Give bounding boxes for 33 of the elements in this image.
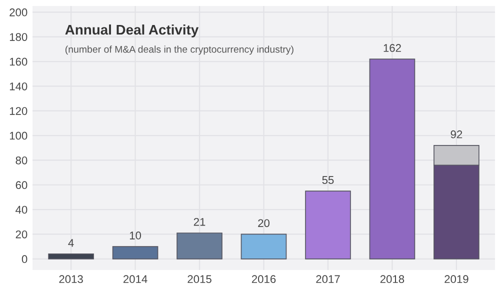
y-tick-label: 160 <box>10 58 28 66</box>
y-tick-label: 180 <box>10 33 28 41</box>
total-label: 92 <box>450 130 462 138</box>
total-label: 20 <box>258 219 270 228</box>
total-label: 55 <box>322 176 334 184</box>
y-tick-label: 60 <box>16 181 28 190</box>
x-tick-label: 2017 <box>316 275 340 284</box>
y-tick-label: 80 <box>16 156 28 164</box>
total-label: 10 <box>130 232 142 240</box>
x-tick-label: 2019 <box>444 275 468 284</box>
bar <box>48 254 94 260</box>
y-tick-label: 140 <box>10 82 28 90</box>
y-tick-label: 20 <box>16 230 28 238</box>
y-tick-label: 0 <box>22 255 28 264</box>
x-tick-label: 2018 <box>380 275 404 284</box>
y-tick-label: 200 <box>10 8 28 16</box>
y-tick-label: 100 <box>10 132 28 140</box>
total-label: 4 <box>68 239 74 247</box>
bar <box>176 232 222 260</box>
x-tick-label: 2014 <box>123 275 148 284</box>
text: (number of M&A deals in the cryptocurrency industry) <box>65 46 294 55</box>
total-label: 162 <box>384 44 401 52</box>
bar <box>369 58 416 260</box>
y-tick-label: 40 <box>16 206 28 214</box>
text: Annual Deal Activity <box>65 24 199 38</box>
x-tick-label: 2013 <box>59 275 83 284</box>
x-tick-label: 2015 <box>188 275 212 284</box>
x-tick-label: 2016 <box>252 275 276 284</box>
y-tick-label: 120 <box>10 107 28 115</box>
bar <box>305 190 351 260</box>
bar <box>112 246 158 260</box>
total-label: 21 <box>194 218 206 226</box>
bar <box>240 234 287 260</box>
